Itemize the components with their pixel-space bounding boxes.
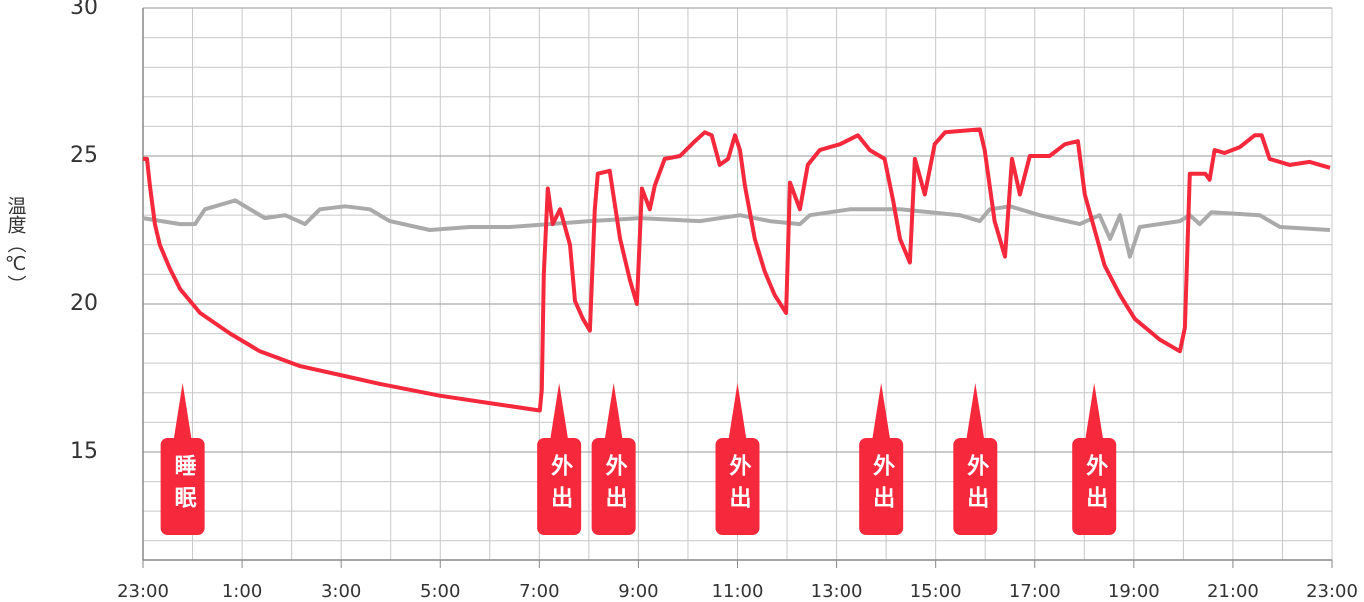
annotation-box bbox=[591, 438, 636, 535]
x-tick-label: 15:00 bbox=[910, 581, 962, 602]
annotation-pointer bbox=[1085, 383, 1104, 440]
x-tick-label: 21:00 bbox=[1207, 581, 1259, 602]
annotation-box bbox=[1072, 438, 1117, 535]
annotation-label: 外出 bbox=[1082, 453, 1108, 518]
annotation-label: 外出 bbox=[602, 453, 628, 518]
y-tick-label: 15 bbox=[70, 439, 98, 464]
annotation: 睡眠 bbox=[160, 383, 205, 535]
x-tick-label: 1:00 bbox=[222, 581, 262, 602]
annotation-label: 睡眠 bbox=[171, 454, 196, 518]
annotation-pointer bbox=[550, 383, 569, 440]
x-tick-label: 9:00 bbox=[618, 581, 658, 602]
y-axis-label: 温度（℃） bbox=[5, 196, 27, 294]
annotation-pointer bbox=[872, 383, 891, 440]
x-tick-label: 17:00 bbox=[1009, 581, 1061, 602]
annotation-pointer bbox=[173, 383, 192, 440]
annotation-label: 外出 bbox=[726, 453, 752, 518]
y-tick-label: 30 bbox=[70, 0, 98, 20]
annotation-label: 外出 bbox=[869, 453, 895, 518]
x-tick-label: 23:00 bbox=[1306, 581, 1358, 602]
annotation-box bbox=[859, 438, 904, 535]
annotation-pointer bbox=[728, 383, 747, 440]
annotation: 外出 bbox=[1072, 383, 1117, 535]
annotation-pointer bbox=[966, 383, 985, 440]
x-tick-label: 7:00 bbox=[519, 581, 559, 602]
y-tick-label: 25 bbox=[70, 143, 98, 168]
annotation-label: 外出 bbox=[963, 453, 989, 518]
series-line bbox=[143, 127, 1331, 413]
y-tick-label: 20 bbox=[70, 291, 98, 316]
annotation: 外出 bbox=[591, 383, 636, 535]
annotation-box bbox=[953, 438, 998, 535]
annotation-box bbox=[537, 438, 582, 535]
x-tick-label: 5:00 bbox=[420, 581, 460, 602]
series-line bbox=[142, 198, 1331, 259]
x-tick-label: 3:00 bbox=[321, 581, 361, 602]
annotation-pointer bbox=[604, 383, 623, 440]
x-tick-label: 13:00 bbox=[811, 581, 863, 602]
annotation: 外出 bbox=[715, 383, 760, 535]
annotation-box bbox=[715, 438, 760, 535]
x-tick-label: 19:00 bbox=[1108, 581, 1160, 602]
x-tick-label: 23:00 bbox=[117, 581, 169, 602]
annotation-label: 外出 bbox=[547, 453, 573, 518]
annotation-box bbox=[160, 438, 205, 535]
x-tick-label: 11:00 bbox=[712, 581, 764, 602]
annotation: 外出 bbox=[953, 383, 998, 535]
annotation: 外出 bbox=[859, 383, 904, 535]
annotation: 外出 bbox=[537, 383, 582, 535]
